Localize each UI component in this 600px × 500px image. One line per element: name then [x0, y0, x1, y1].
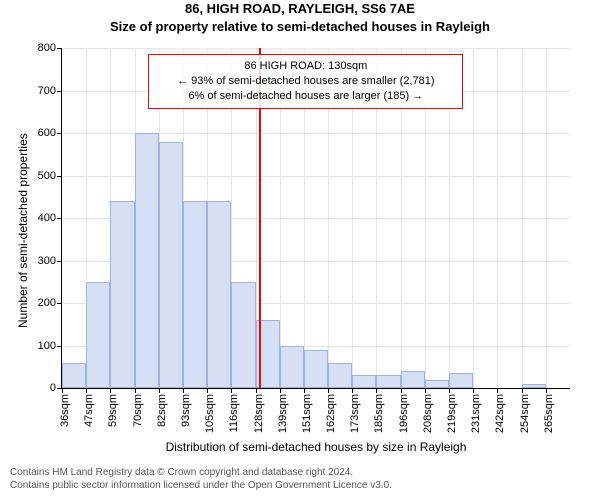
xtick-label: 116sqm	[228, 394, 240, 432]
xtick-label: 173sqm	[349, 394, 361, 433]
xtick-label: 231sqm	[470, 394, 482, 433]
annotation-box: 86 HIGH ROAD: 130sqm ← 93% of semi-detac…	[148, 54, 463, 109]
histogram-bar	[328, 363, 352, 389]
ytick-label: 500	[38, 170, 62, 182]
gridline-h	[62, 48, 570, 49]
xtick-label: 82sqm	[156, 394, 168, 427]
ytick-label: 200	[38, 297, 62, 309]
ytick-label: 400	[38, 212, 62, 224]
annotation-line1: 86 HIGH ROAD: 130sqm	[157, 59, 454, 74]
xtick-label: 105sqm	[204, 394, 216, 433]
histogram-bar	[62, 363, 86, 389]
histogram-bar	[110, 201, 134, 388]
xtick-label: 128sqm	[253, 394, 265, 433]
xtick-label: 208sqm	[422, 394, 434, 433]
histogram-bar	[401, 371, 425, 388]
footer-line2: Contains public sector information licen…	[10, 479, 392, 492]
footer-attribution: Contains HM Land Registry data © Crown c…	[10, 466, 392, 492]
chart: 010020030040050060070080036sqm47sqm59sqm…	[0, 0, 600, 500]
annotation-line2: ← 93% of semi-detached houses are smalle…	[157, 74, 454, 89]
ytick-label: 300	[38, 255, 62, 267]
ytick-label: 100	[38, 340, 62, 352]
x-axis-line	[62, 388, 570, 389]
xtick-label: 254sqm	[519, 394, 531, 433]
histogram-bar	[449, 373, 473, 388]
histogram-bar	[207, 201, 231, 388]
histogram-bar	[280, 346, 304, 389]
xtick-label: 59sqm	[107, 394, 119, 427]
xtick-label: 70sqm	[132, 394, 144, 427]
histogram-bar	[86, 282, 110, 388]
gridline-v	[473, 48, 474, 388]
histogram-bar	[135, 133, 159, 388]
gridline-v	[522, 48, 523, 388]
histogram-bar	[376, 375, 400, 388]
xtick-label: 93sqm	[180, 394, 192, 427]
xtick-label: 36sqm	[59, 394, 71, 427]
xtick-label: 196sqm	[398, 394, 410, 433]
xtick-label: 219sqm	[446, 394, 458, 433]
histogram-bar	[231, 282, 255, 388]
xtick-label: 242sqm	[494, 394, 506, 433]
histogram-bar	[425, 380, 449, 389]
ytick-label: 700	[38, 85, 62, 97]
histogram-bar	[159, 142, 183, 389]
xtick-label: 151sqm	[301, 394, 313, 433]
xtick-label: 162sqm	[325, 394, 337, 433]
plot-area: 010020030040050060070080036sqm47sqm59sqm…	[62, 48, 570, 388]
annotation-line3: 6% of semi-detached houses are larger (1…	[157, 89, 454, 104]
histogram-bar	[304, 350, 328, 388]
x-axis-label: Distribution of semi-detached houses by …	[62, 440, 570, 454]
xtick-label: 47sqm	[83, 394, 95, 427]
y-axis-line	[61, 48, 62, 388]
histogram-bar	[352, 375, 376, 388]
xtick-label: 139sqm	[277, 394, 289, 433]
ytick-label: 600	[38, 127, 62, 139]
xtick-label: 185sqm	[373, 394, 385, 433]
ytick-label: 800	[38, 42, 62, 54]
gridline-v	[497, 48, 498, 388]
histogram-bar	[183, 201, 207, 388]
xtick-label: 265sqm	[543, 394, 555, 433]
y-axis-label: Number of semi-detached properties	[16, 133, 30, 328]
footer-line1: Contains HM Land Registry data © Crown c…	[10, 466, 392, 479]
gridline-v	[546, 48, 547, 388]
